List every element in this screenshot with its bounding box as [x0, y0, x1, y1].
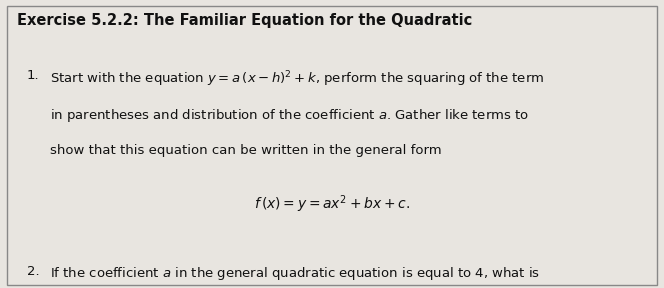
Text: 1.: 1. — [27, 69, 39, 82]
Text: Exercise 5.2.2: The Familiar Equation for the Quadratic: Exercise 5.2.2: The Familiar Equation fo… — [17, 13, 472, 28]
Text: show that this equation can be written in the general form: show that this equation can be written i… — [50, 144, 442, 157]
Text: Start with the equation $y = a\,(x-h)^2 + k$, perform the squaring of the term: Start with the equation $y = a\,(x-h)^2 … — [50, 69, 544, 89]
Text: in parentheses and distribution of the coefficient $a$. Gather like terms to: in parentheses and distribution of the c… — [50, 107, 529, 124]
Text: $f\,(x) = y = ax^2 + bx + c.$: $f\,(x) = y = ax^2 + bx + c.$ — [254, 193, 410, 215]
Text: If the coefficient $a$ in the general quadratic equation is equal to 4, what is: If the coefficient $a$ in the general qu… — [50, 265, 540, 282]
Text: 2.: 2. — [27, 265, 39, 278]
